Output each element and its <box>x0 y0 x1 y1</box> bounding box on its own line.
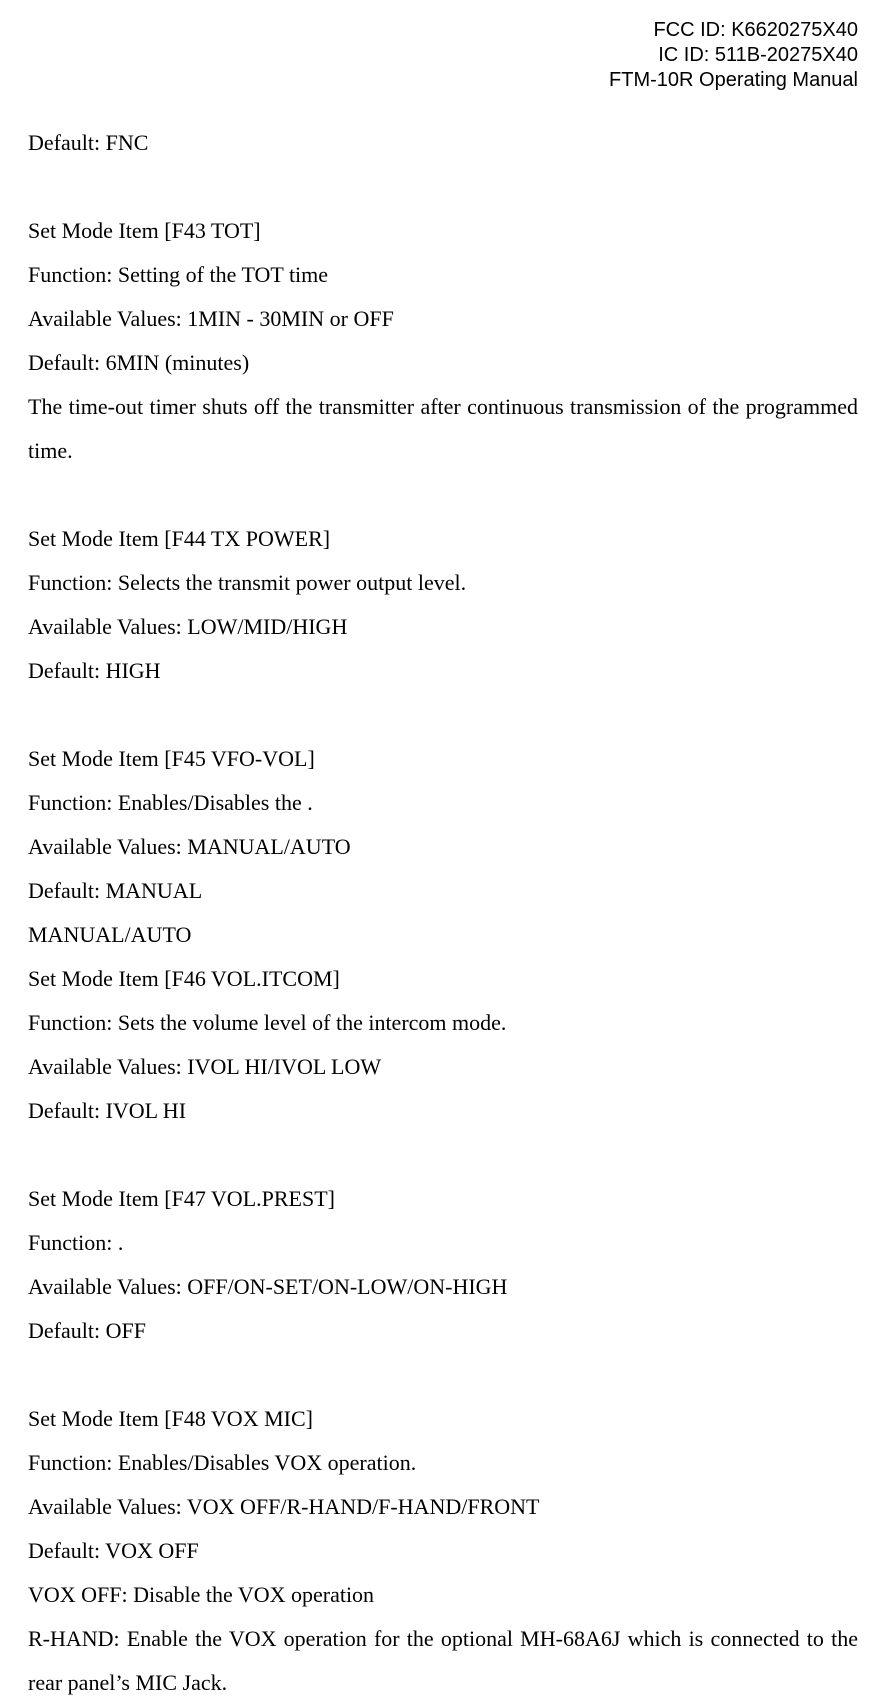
item-available: Available Values: 1MIN - 30MIN or OFF <box>28 297 858 341</box>
item-name: Set Mode Item [F44 TX POWER] <box>28 517 858 561</box>
item-name: Set Mode Item [F47 VOL.PREST] <box>28 1177 858 1221</box>
manual-title: FTM-10R Operating Manual <box>28 68 858 93</box>
ic-id: IC ID: 511B-20275X40 <box>28 43 858 68</box>
item-function: Function: Sets the volume level of the i… <box>28 1001 858 1045</box>
item-name: Set Mode Item [F48 VOX MIC] <box>28 1397 858 1441</box>
item-function: Function: Enables/Disables VOX operation… <box>28 1441 858 1485</box>
fcc-id: FCC ID: K6620275X40 <box>28 18 858 43</box>
item-default: Default: IVOL HI <box>28 1089 858 1133</box>
item-name: Set Mode Item [F43 TOT] <box>28 209 858 253</box>
spacer <box>28 693 858 737</box>
item-default: Default: OFF <box>28 1309 858 1353</box>
spacer <box>28 473 858 517</box>
item-note: R-HAND: Enable the VOX operation for the… <box>28 1617 858 1705</box>
item-function: Function: Setting of the TOT time <box>28 253 858 297</box>
spacer <box>28 1133 858 1177</box>
item-function: Function: . <box>28 1221 858 1265</box>
spacer <box>28 165 858 209</box>
item-available: Available Values: IVOL HI/IVOL LOW <box>28 1045 858 1089</box>
item-name: Set Mode Item [F45 VFO-VOL] <box>28 737 858 781</box>
item-default: Default: MANUAL <box>28 869 858 913</box>
pre-default: Default: FNC <box>28 121 858 165</box>
document-header: FCC ID: K6620275X40 IC ID: 511B-20275X40… <box>28 18 858 93</box>
item-available: Available Values: VOX OFF/R-HAND/F-HAND/… <box>28 1485 858 1529</box>
spacer <box>28 1353 858 1397</box>
item-default: Default: VOX OFF <box>28 1529 858 1573</box>
item-available: Available Values: OFF/ON-SET/ON-LOW/ON-H… <box>28 1265 858 1309</box>
item-description: The time-out timer shuts off the transmi… <box>28 385 858 473</box>
item-function: Function: Enables/Disables the . <box>28 781 858 825</box>
item-default: Default: 6MIN (minutes) <box>28 341 858 385</box>
item-name: Set Mode Item [F46 VOL.ITCOM] <box>28 957 858 1001</box>
item-available: Available Values: MANUAL/AUTO <box>28 825 858 869</box>
item-available: Available Values: LOW/MID/HIGH <box>28 605 858 649</box>
item-function: Function: Selects the transmit power out… <box>28 561 858 605</box>
item-default: Default: HIGH <box>28 649 858 693</box>
item-note: VOX OFF: Disable the VOX operation <box>28 1573 858 1617</box>
item-extra: MANUAL/AUTO <box>28 913 858 957</box>
